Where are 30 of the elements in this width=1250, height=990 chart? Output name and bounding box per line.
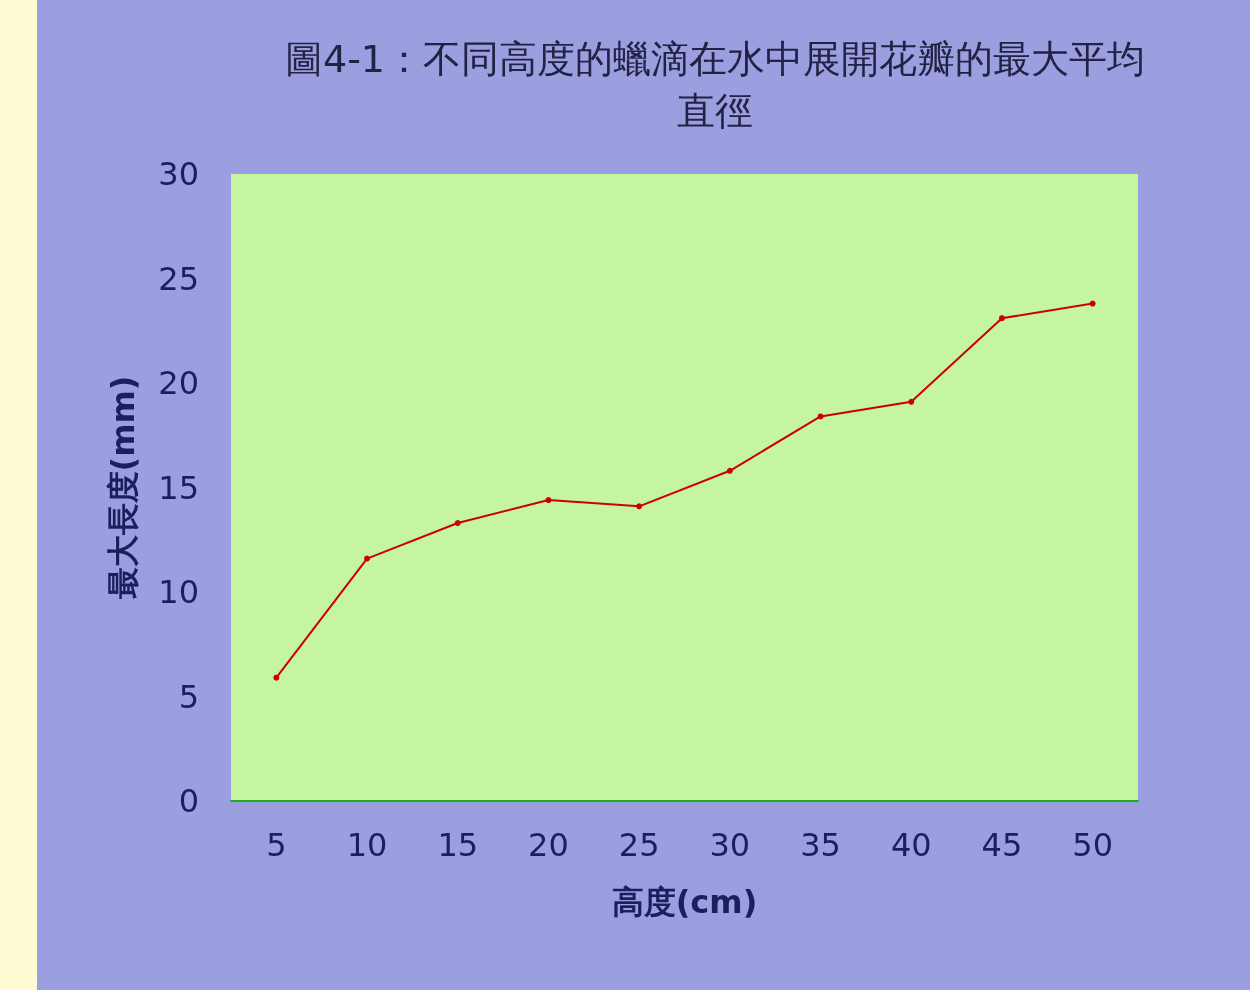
x-tick-label: 35: [800, 826, 841, 864]
point: [273, 674, 280, 681]
point: [545, 497, 552, 504]
y-axis-title: 最大長度(mm): [104, 375, 142, 600]
y-tick-label: 5: [178, 677, 199, 716]
x-tick-label: 5: [266, 826, 287, 864]
point: [454, 520, 461, 527]
x-tick-label: 50: [1072, 826, 1114, 864]
point: [1089, 300, 1096, 307]
x-tick-label: 15: [437, 826, 479, 864]
y-tick-label: 15: [158, 468, 199, 507]
point: [908, 398, 915, 405]
x-tick-label: 30: [709, 826, 751, 864]
x-tick-label: 40: [890, 826, 932, 864]
chart-title: 圖4-1：不同高度的蠟滴在水中展開花瓣的最大平均直徑: [284, 37, 1146, 133]
x-tick-label: 20: [528, 826, 569, 864]
y-tick-label: 25: [158, 259, 199, 298]
x-tick-label: 25: [618, 826, 660, 864]
y-tick-label: 30: [158, 155, 199, 193]
point: [364, 555, 371, 562]
y-tick-label: 10: [158, 573, 199, 611]
x-tick-label: 10: [346, 826, 388, 864]
point: [726, 467, 733, 474]
point: [817, 413, 824, 420]
point: [998, 315, 1005, 322]
y-tick-label: 0: [178, 782, 199, 820]
x-axis-title: 高度(cm): [611, 883, 758, 921]
point: [636, 503, 643, 510]
y-tick-label: 20: [158, 364, 199, 402]
x-tick-label: 45: [981, 826, 1023, 864]
